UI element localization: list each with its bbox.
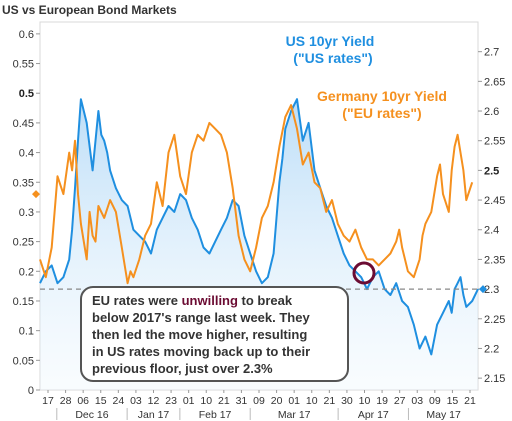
us-axis-marker xyxy=(479,285,487,294)
right-tick-label: 2.2 xyxy=(484,343,499,355)
x-tick-label: 28 xyxy=(60,395,72,407)
right-tick-label: 2.3 xyxy=(484,284,499,296)
right-tick-label: 2.4 xyxy=(484,225,499,237)
x-month-label: Mar 17 xyxy=(278,409,311,421)
germany-10yr-yield-line xyxy=(39,104,474,285)
right-axis: 2.15 2.2 2.25 2.3 2.35 2.4 2.45 2.5 2.55 2.6 2.65 2… xyxy=(478,47,505,385)
right-tick-label: 2.65 xyxy=(484,76,505,88)
left-tick-label: 0.45 xyxy=(13,118,34,130)
callout-line-5: previous floor, just over 2.3% xyxy=(92,361,273,376)
left-tick-label: 0.3 xyxy=(19,207,34,219)
right-tick-label: 2.55 xyxy=(484,136,505,148)
left-tick-label: 0.1 xyxy=(19,326,34,338)
x-month-label: Jan 17 xyxy=(138,409,170,421)
left-tick-label: 0.15 xyxy=(13,296,34,308)
left-tick-label: 0.35 xyxy=(13,177,34,189)
x-tick-label: 19 xyxy=(376,395,388,407)
callout-line-1-pre: EU rates were xyxy=(92,293,182,308)
left-tick-label: 0 xyxy=(28,385,34,397)
highlight-circle xyxy=(352,261,376,285)
callout-emphasis: unwilling xyxy=(182,293,238,308)
x-tick-label: 10 xyxy=(359,395,371,407)
left-tick-label: 0.4 xyxy=(19,148,34,160)
right-tick-label: 2.15 xyxy=(484,373,505,385)
x-tick-label: 15 xyxy=(95,395,107,407)
x-month-label: Apr 17 xyxy=(358,409,389,421)
us-series-label: US 10yr Yield xyxy=(286,33,375,49)
callout-line-1: EU rates were unwilling to break xyxy=(92,293,293,308)
x-tick-label: 15 xyxy=(447,395,459,407)
left-tick-label: 0.6 xyxy=(19,29,34,41)
chart-title: US vs European Bond Markets xyxy=(2,3,177,17)
callout-line-3: then led the move higher, resulting xyxy=(92,327,307,342)
x-tick-label: 09 xyxy=(253,395,265,407)
x-tick-label: 03 xyxy=(130,395,142,407)
left-axis: 0 0.05 0.1 0.15 0.2 0.25 0.3 0.35 0.4 0.45 0.5 0.55… xyxy=(13,29,40,397)
x-tick-label: 03 xyxy=(411,395,423,407)
x-tick-label: 24 xyxy=(112,395,124,407)
x-month-label: Feb 17 xyxy=(199,409,232,421)
callout-line-2: below 2017's range last week. They xyxy=(92,310,310,325)
x-tick-label: 01 xyxy=(288,395,300,407)
x-tick-label: 10 xyxy=(200,395,212,407)
left-tick-label: 0.2 xyxy=(19,266,34,278)
us-series-sublabel: ("US rates") xyxy=(293,50,372,66)
right-tick-label: 2.45 xyxy=(484,195,505,207)
x-tick-label: 31 xyxy=(236,395,248,407)
x-tick-label: 27 xyxy=(394,395,406,407)
right-tick-label: 2.6 xyxy=(484,106,499,118)
left-tick-label: 0.5 xyxy=(19,88,34,100)
de-series-sublabel: ("EU rates") xyxy=(342,105,421,121)
x-tick-label: 17 xyxy=(42,395,54,407)
x-tick-label: 21 xyxy=(218,395,230,407)
x-tick-label: 10 xyxy=(306,395,318,407)
de-axis-marker xyxy=(32,190,40,199)
x-month-label: Dec 16 xyxy=(75,409,108,421)
x-tick-label: 30 xyxy=(341,395,353,407)
x-axis: 17 28 06 15 24 03 12 23 01 10 21 31 09 20 01 10 21 30 10 19… xyxy=(42,390,476,421)
right-tick-label: 2.5 xyxy=(484,165,499,177)
x-month-label: May 17 xyxy=(426,409,461,421)
x-tick-label: 23 xyxy=(165,395,177,407)
x-tick-label: 20 xyxy=(271,395,283,407)
left-tick-label: 0.05 xyxy=(13,355,34,367)
x-tick-label: 21 xyxy=(464,395,476,407)
x-tick-label: 01 xyxy=(183,395,195,407)
left-tick-label: 0.25 xyxy=(13,237,34,249)
us-10yr-yield-line xyxy=(39,98,479,356)
callout-box xyxy=(80,286,349,382)
right-tick-label: 2.35 xyxy=(484,254,505,266)
x-tick-label: 09 xyxy=(429,395,441,407)
right-tick-label: 2.7 xyxy=(484,47,499,59)
right-tick-label: 2.25 xyxy=(484,314,505,326)
x-tick-label: 12 xyxy=(148,395,160,407)
callout-line-4: in US rates moving back up to their xyxy=(92,344,310,359)
de-series-label: Germany 10yr Yield xyxy=(317,88,447,104)
x-tick-label: 06 xyxy=(77,395,89,407)
x-tick-label: 21 xyxy=(323,395,335,407)
left-tick-label: 0.55 xyxy=(13,59,34,71)
callout-line-1-post: to break xyxy=(238,293,293,308)
